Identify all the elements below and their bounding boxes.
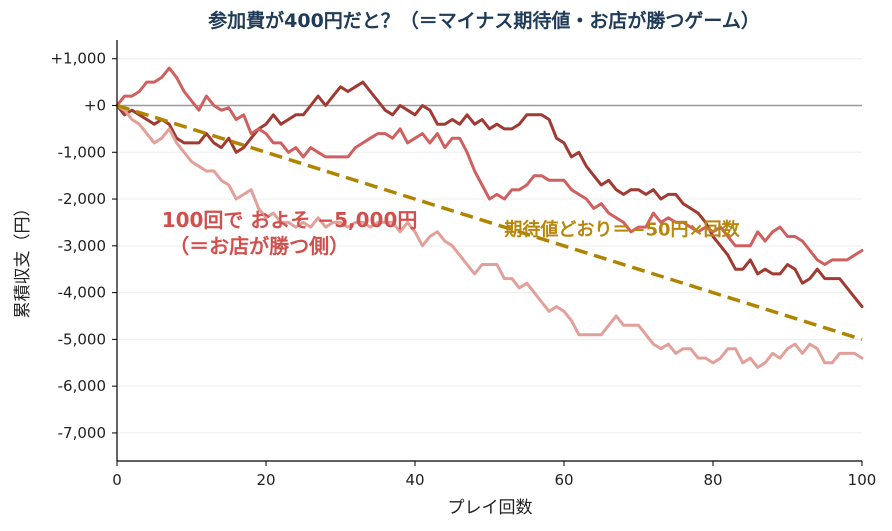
annotation-label: 100回で およそ −5,000円 [162, 208, 418, 232]
y-axis-label: 累積収支（円） [13, 200, 33, 319]
y-tick-label: -5,000 [58, 330, 106, 348]
annotation-label: 期待値どおり＝−50円×回数 [504, 219, 740, 241]
y-tick-label: -2,000 [58, 190, 106, 208]
axes [112, 40, 863, 466]
tick-labels: +1,000 +0 -1,000 -2,000 -3,000 -4,000 -5,000 -6… [50, 50, 876, 489]
y-tick-label: +0 [84, 96, 106, 114]
y-tick-label: -3,000 [58, 237, 106, 255]
y-tick-label: -1,000 [58, 143, 106, 161]
x-tick-label: 20 [256, 471, 275, 489]
chart-title: 参加費が400円だと？（＝マイナス期待値・お店が勝つゲーム） [208, 9, 760, 32]
x-tick-label: 80 [703, 471, 722, 489]
x-tick-label: 60 [554, 471, 573, 489]
series-line-3 [115, 104, 864, 369]
annotations: 100回で およそ −5,000円（＝お店が勝つ側） 期待値どおり＝−50円×回数 [162, 208, 741, 258]
x-tick-label: 0 [112, 471, 122, 489]
x-tick-label: 40 [405, 471, 424, 489]
series-line-1 [115, 80, 864, 309]
y-tick-label: -4,000 [58, 284, 106, 302]
y-tick-label: -6,000 [58, 377, 106, 395]
series-lines [115, 66, 864, 369]
x-tick-label: 100 [848, 471, 877, 489]
expected-value-line [116, 103, 863, 342]
y-tick-label: +1,000 [50, 50, 106, 68]
x-axis-label: プレイ回数 [448, 498, 533, 518]
annotation-label: （＝お店が勝つ側） [169, 234, 349, 258]
y-tick-label: -7,000 [58, 424, 106, 442]
series-line-2 [115, 66, 864, 266]
